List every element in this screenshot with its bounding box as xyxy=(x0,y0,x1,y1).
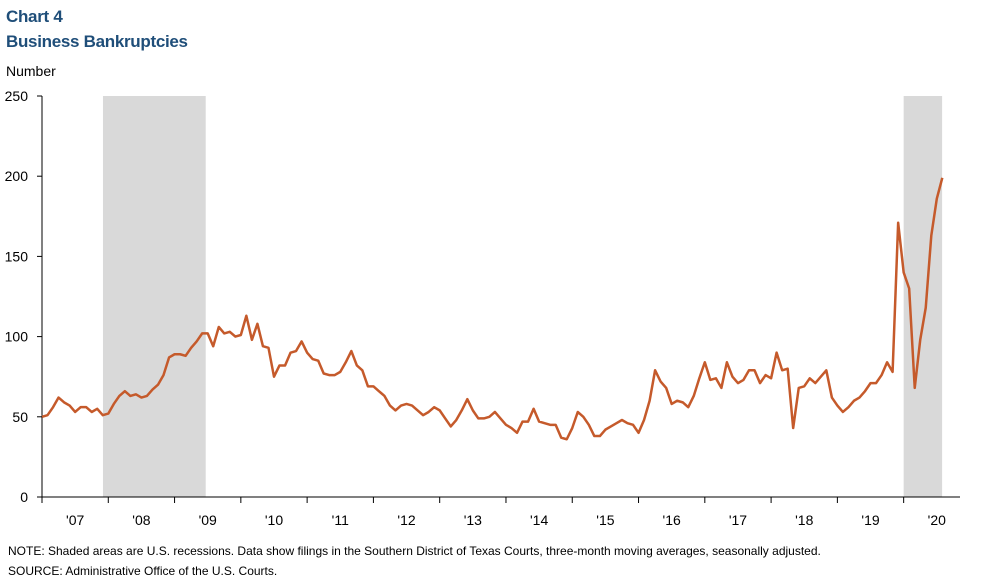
x-tick-label: '09 xyxy=(199,512,217,528)
x-tick-label: '08 xyxy=(132,512,150,528)
source: SOURCE: Administrative Office of the U.S… xyxy=(8,564,277,578)
chart-subtitle: Business Bankruptcies xyxy=(6,32,188,51)
x-tick-label: '07 xyxy=(66,512,84,528)
x-tick-label: '10 xyxy=(265,512,283,528)
recession-shade xyxy=(102,96,206,497)
chart-title: Chart 4 xyxy=(6,7,63,26)
x-tick-label: '18 xyxy=(795,512,813,528)
x-tick-label: '17 xyxy=(729,512,747,528)
x-tick-label: '19 xyxy=(861,512,879,528)
y-tick-label: 50 xyxy=(12,409,28,425)
y-tick-label: 150 xyxy=(5,248,29,264)
y-tick-label: 100 xyxy=(5,329,29,345)
y-tick-label: 200 xyxy=(5,168,29,184)
x-tick-label: '16 xyxy=(663,512,681,528)
y-axis-label: Number xyxy=(6,63,56,79)
x-tick-label: '12 xyxy=(397,512,415,528)
note: NOTE: Shaded areas are U.S. recessions. … xyxy=(8,544,821,558)
data-line xyxy=(41,177,944,441)
y-tick-label: 0 xyxy=(20,489,28,505)
x-tick-label: '15 xyxy=(596,512,614,528)
x-tick-label: '13 xyxy=(464,512,482,528)
x-tick-label: '11 xyxy=(332,512,349,528)
x-tick-label: '20 xyxy=(928,512,946,528)
x-tick-label: '14 xyxy=(530,512,548,528)
y-tick-label: 250 xyxy=(5,88,29,104)
